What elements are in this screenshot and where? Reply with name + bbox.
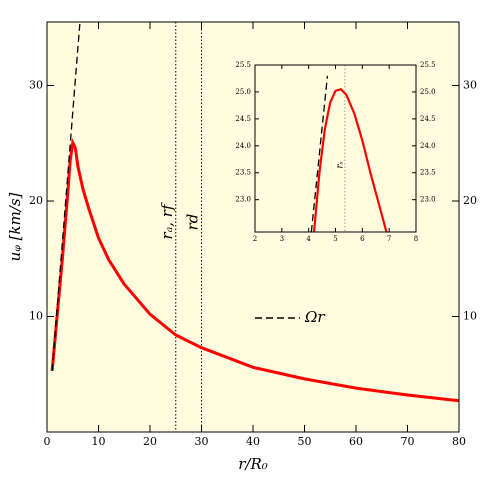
legend-label: Ωr <box>304 308 325 326</box>
dashed-line <box>51 22 81 371</box>
x-tick-label: 3 <box>280 235 284 243</box>
x-tick-label: 80 <box>452 435 466 448</box>
y-tick-label-right: 24.0 <box>420 142 436 150</box>
x-tick-label: 40 <box>246 435 260 448</box>
x-tick-label: 4 <box>306 235 311 243</box>
x-tick-label: 5 <box>333 235 337 243</box>
y-tick-label: 30 <box>29 79 43 92</box>
y-tick-label-right: 30 <box>463 79 477 92</box>
x-tick-label: 20 <box>143 435 157 448</box>
x-tick-label: 70 <box>401 435 415 448</box>
y-tick-label: 24.5 <box>235 115 251 123</box>
x-tick-label: 8 <box>414 235 418 243</box>
y-tick-label: 24.0 <box>235 142 251 150</box>
y-axis-label: uᵩ [km/s] <box>6 192 24 261</box>
y-tick-label-right: 10 <box>463 310 477 323</box>
x-tick-label: 60 <box>349 435 363 448</box>
vline-label: rd <box>184 214 202 231</box>
curve <box>312 87 388 232</box>
y-tick-label: 23.0 <box>235 196 251 204</box>
plot-frame <box>46 21 460 433</box>
x-tick-label: 0 <box>44 435 51 448</box>
y-tick-label-right: 25.5 <box>420 61 436 69</box>
y-tick-label-right: 20 <box>463 194 477 207</box>
plot-frame <box>254 64 417 233</box>
x-tick-label: 50 <box>298 435 312 448</box>
y-tick-label-right: 25.0 <box>420 88 436 96</box>
x-tick-label: 7 <box>387 235 391 243</box>
x-tick-label: 2 <box>253 235 257 243</box>
y-tick-label: 23.5 <box>235 169 251 177</box>
y-tick-label: 25.5 <box>235 61 251 69</box>
curve <box>50 137 459 403</box>
y-tick-label: 10 <box>29 310 43 323</box>
x-tick-label: 10 <box>92 435 106 448</box>
x-tick-label: 30 <box>195 435 209 448</box>
vline-label: rₛ <box>335 161 345 168</box>
vline-label: rₐ, rf <box>158 202 176 240</box>
y-tick-label-right: 24.5 <box>420 115 436 123</box>
y-tick-label: 20 <box>29 194 43 207</box>
x-axis-label: r/R₀ <box>238 455 268 473</box>
y-tick-label: 25.0 <box>235 88 251 96</box>
y-tick-label-right: 23.0 <box>420 196 436 204</box>
x-tick-label: 6 <box>360 235 365 243</box>
y-tick-label-right: 23.5 <box>420 169 436 177</box>
dashed-line <box>310 75 329 232</box>
